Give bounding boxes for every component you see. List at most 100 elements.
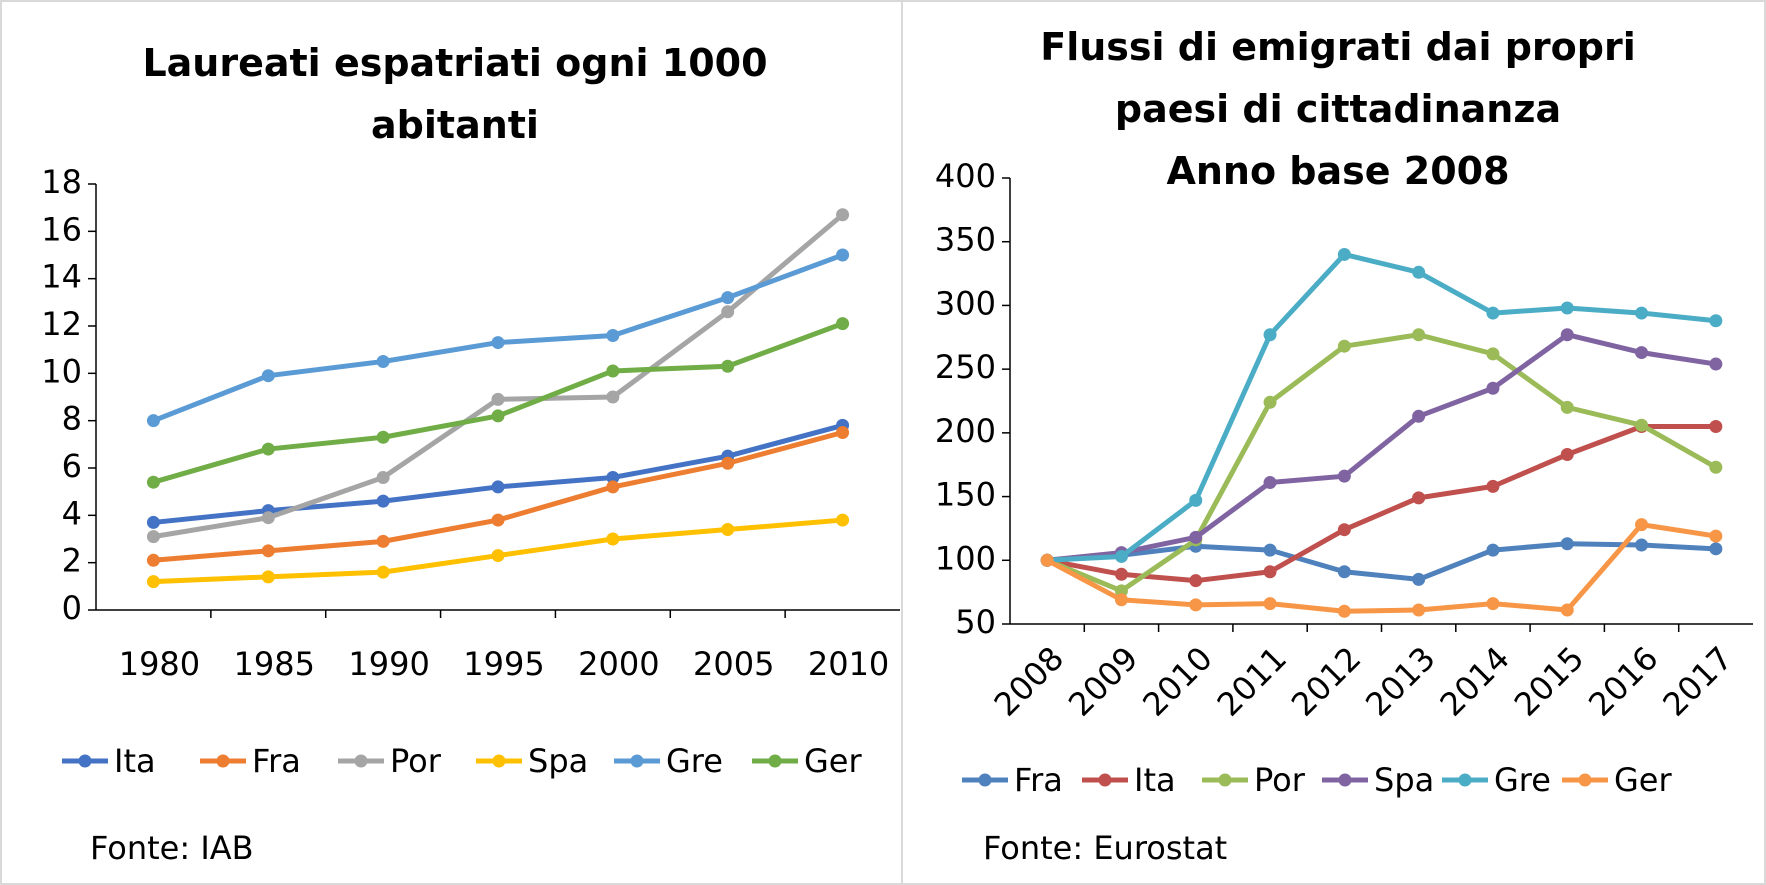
data-point: [1560, 448, 1574, 462]
data-point: [1337, 339, 1351, 353]
data-point: [1709, 419, 1723, 433]
x-tick-label: 2016: [1581, 639, 1665, 723]
legend-marker: [78, 754, 92, 768]
y-tick-label: 250: [935, 348, 996, 386]
data-point: [1337, 247, 1351, 261]
y-tick-label: 200: [935, 412, 996, 450]
y-tick-label: 350: [935, 221, 996, 259]
legend-label: Ger: [804, 742, 862, 780]
data-point: [1635, 306, 1649, 320]
chart-title: Flussi di emigrati dai propri paesi di c…: [1040, 25, 1636, 131]
data-point: [1189, 493, 1203, 507]
legend-label: Ita: [114, 742, 156, 780]
legend-label: Spa: [528, 742, 588, 780]
data-point: [1635, 346, 1649, 360]
data-point: [491, 549, 505, 563]
legend-label: Ita: [1134, 761, 1176, 799]
x-tick-label: 2009: [1061, 639, 1145, 723]
y-tick-label: 12: [41, 305, 82, 343]
data-point: [261, 442, 275, 456]
data-point: [1486, 306, 1500, 320]
x-tick-label: 2000: [578, 645, 659, 683]
data-point: [1337, 604, 1351, 618]
data-point: [721, 291, 735, 305]
legend-label: Ger: [1614, 761, 1672, 799]
data-point: [606, 480, 620, 494]
legend-label: Por: [390, 742, 442, 780]
y-tick-label: 300: [935, 284, 996, 322]
data-point: [1560, 400, 1574, 414]
data-point: [1635, 418, 1649, 432]
series-line: [1046, 332, 1718, 594]
legend-marker: [1338, 773, 1352, 787]
series-line: [153, 422, 844, 525]
legend-label: Fra: [1014, 761, 1063, 799]
data-point: [1486, 347, 1500, 361]
y-tick-label: 10: [41, 352, 82, 390]
legend-label: Por: [1254, 761, 1306, 799]
data-point: [376, 470, 390, 484]
data-point: [1412, 491, 1426, 505]
y-tick-label: 4: [62, 494, 82, 532]
data-point: [836, 208, 850, 222]
x-tick-label: 2010: [1135, 639, 1219, 723]
y-tick-label: 8: [62, 400, 82, 438]
chart-title-box: Laureati espatriati ogni 1000 abitanti: [125, 32, 785, 156]
legend-label: Gre: [1494, 761, 1551, 799]
y-tick-label: 18: [41, 163, 82, 201]
y-tick-label: 100: [935, 539, 996, 577]
chart-title-box: Flussi di emigrati dai propri paesi di c…: [1028, 16, 1648, 202]
data-point: [261, 511, 275, 525]
data-point: [1709, 357, 1723, 371]
data-point: [606, 532, 620, 546]
data-point: [491, 513, 505, 527]
data-point: [1337, 469, 1351, 483]
legend-label: Spa: [1374, 761, 1434, 799]
data-point: [721, 456, 735, 470]
chart-title: Laureati espatriati ogni 1000 abitanti: [142, 41, 768, 147]
legend-marker: [1578, 773, 1592, 787]
data-point: [836, 248, 850, 262]
y-tick-label: 16: [41, 210, 82, 248]
data-point: [146, 575, 160, 589]
chart-subtitle: Anno base 2008: [1166, 149, 1510, 193]
data-point: [1263, 543, 1277, 557]
series-line: [1046, 423, 1716, 584]
x-tick-label: 2015: [1507, 639, 1591, 723]
series-line: [1045, 522, 1717, 614]
data-point: [836, 426, 850, 439]
data-point: [146, 515, 160, 529]
data-point: [491, 480, 505, 494]
x-tick-label: 1990: [348, 645, 429, 683]
data-point: [1114, 567, 1128, 581]
data-point: [1263, 328, 1277, 342]
data-point: [1412, 409, 1426, 423]
data-point: [1560, 537, 1574, 551]
legend-marker: [216, 754, 230, 768]
data-point: [261, 369, 275, 383]
x-tick-label: 2012: [1284, 639, 1368, 723]
data-point: [1189, 530, 1203, 544]
legend-marker: [354, 754, 368, 768]
data-point: [721, 359, 735, 373]
data-point: [1337, 565, 1351, 579]
data-point: [1189, 598, 1203, 612]
legend-marker: [978, 773, 992, 787]
legend-marker: [630, 754, 644, 768]
data-point: [1263, 597, 1277, 611]
y-tick-label: 0: [62, 589, 82, 627]
data-point: [491, 409, 505, 423]
data-point: [1486, 479, 1500, 493]
series-line: [1046, 541, 1716, 582]
data-point: [1560, 328, 1574, 342]
legend-marker: [1098, 773, 1112, 787]
data-point: [491, 392, 505, 406]
data-point: [1040, 553, 1054, 567]
data-point: [491, 336, 505, 350]
data-point: [1114, 593, 1128, 607]
data-point: [606, 470, 620, 484]
data-point: [1189, 574, 1203, 588]
data-point: [1709, 542, 1723, 556]
data-point: [1635, 518, 1649, 532]
